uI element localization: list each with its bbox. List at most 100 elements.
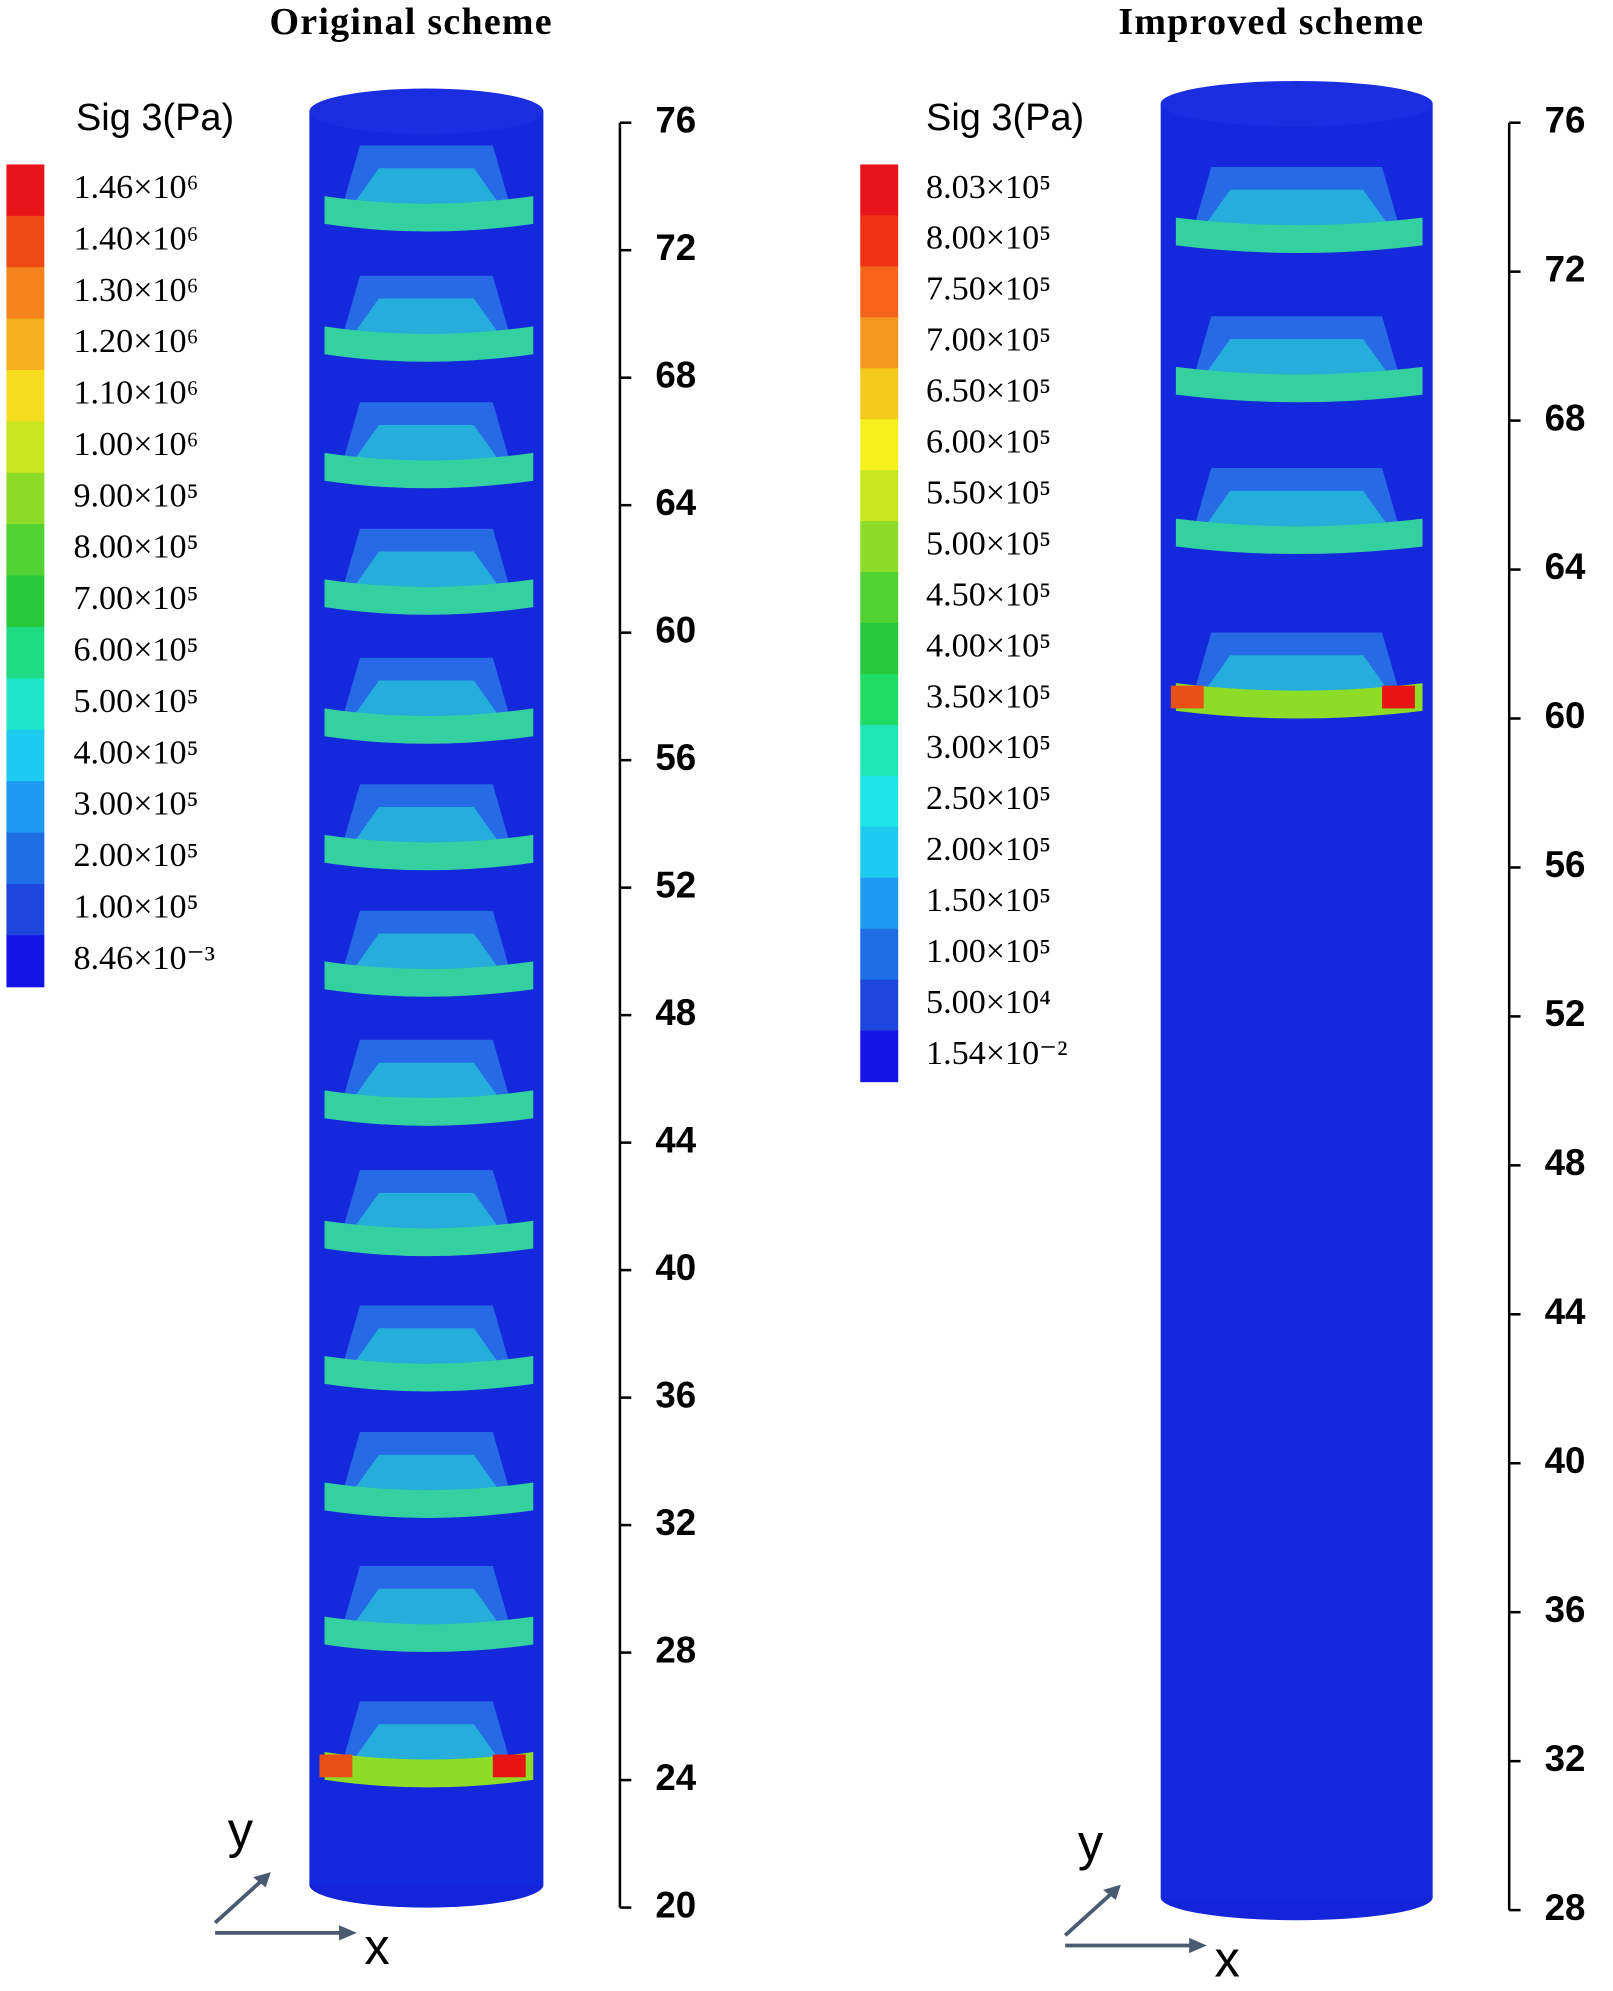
stress-core [1204, 339, 1389, 375]
stress-core [353, 933, 500, 969]
tick-label: 56 [1545, 844, 1586, 885]
legend-swatch [860, 317, 899, 369]
legend-label: 1.00×10⁶ [73, 426, 198, 463]
stress-band [1175, 518, 1423, 555]
tick-label: 48 [655, 992, 696, 1033]
tick-label: 32 [1545, 1738, 1586, 1779]
stress-band [324, 196, 534, 232]
tick-label: 36 [1545, 1589, 1586, 1630]
legend-label: 1.30×10⁶ [73, 272, 198, 309]
legend-swatch [6, 421, 45, 474]
legend-label: 1.20×10⁶ [73, 323, 198, 360]
legend-swatch [6, 215, 45, 268]
legend-label: 3.00×10⁵ [926, 729, 1051, 766]
axis-y-glyph: y [1078, 1814, 1104, 1871]
stress-band [324, 1090, 534, 1126]
legend-swatch [6, 935, 45, 988]
legend-label: 3.00×10⁵ [73, 786, 198, 823]
legend-label: 1.50×10⁵ [926, 882, 1051, 919]
legend-label: 3.50×10⁵ [926, 678, 1051, 715]
stress-core [353, 680, 500, 716]
stress-band [324, 326, 534, 362]
tick-label: 64 [655, 482, 696, 523]
tick-label: 44 [1545, 1291, 1586, 1332]
legend-label: 1.40×10⁶ [73, 220, 198, 257]
tick-label: 20 [655, 1884, 696, 1925]
tick-label: 68 [1545, 397, 1586, 438]
legend-swatch [860, 470, 899, 522]
arrow-head [1103, 1884, 1207, 1954]
tick-label: 64 [1545, 546, 1586, 587]
stress-core [353, 168, 500, 204]
stress-core [1204, 655, 1389, 691]
tick-label: 72 [1545, 248, 1586, 289]
stress-band [324, 1616, 534, 1653]
tick-label: 72 [655, 227, 696, 268]
legend-swatch [860, 775, 899, 828]
hot-spot [1382, 685, 1415, 709]
axis-x-glyph: x [364, 1918, 389, 1975]
tick-label: 76 [1545, 99, 1586, 140]
legend-label: 8.00×10⁵ [73, 529, 198, 566]
tick-label: 40 [1545, 1440, 1586, 1481]
legend-label: 7.50×10⁵ [926, 271, 1051, 308]
stress-band [324, 834, 534, 871]
hot-spot [492, 1754, 526, 1778]
legend-label: 6.00×10⁵ [73, 631, 198, 668]
hot-spot [319, 1754, 353, 1778]
legend-label: 1.00×10⁵ [73, 888, 198, 925]
legend-label: 7.00×10⁵ [926, 322, 1051, 359]
legend-swatch [6, 575, 45, 628]
legend-label: 4.50×10⁵ [926, 576, 1051, 613]
stress-band [1175, 366, 1423, 403]
stress-band [324, 1356, 534, 1392]
legend-label: 8.03×10⁵ [926, 169, 1051, 206]
tick-label: 32 [655, 1502, 696, 1543]
stress-band [1175, 683, 1423, 719]
legend-swatch [860, 521, 899, 573]
tick-label: 76 [655, 99, 696, 140]
legend-swatch [860, 368, 899, 420]
legend-label: 2.00×10⁵ [73, 837, 198, 874]
stress-core [353, 807, 500, 843]
tick-label: 68 [655, 354, 696, 395]
hot-spot [1170, 685, 1204, 709]
legend-swatch [6, 678, 45, 731]
legend-swatch [6, 164, 45, 217]
legend-label: 6.50×10⁵ [926, 373, 1051, 410]
legend-swatch [860, 673, 899, 726]
stress-band [324, 452, 534, 489]
legend-swatch [860, 622, 899, 675]
tick-label: 24 [655, 1757, 696, 1798]
legend-swatch [860, 724, 899, 777]
stress-band [324, 708, 534, 744]
tick-label: 56 [655, 737, 696, 778]
legend-swatch [6, 832, 45, 885]
stress-core [353, 298, 500, 334]
stress-core [353, 551, 500, 587]
stress-band [324, 579, 534, 615]
stress-core [1204, 490, 1389, 527]
orient-arrows [213, 1873, 352, 1935]
legend-swatch [860, 877, 899, 930]
legend-swatch [6, 626, 45, 679]
legend-swatch [6, 267, 45, 320]
legend-swatch [860, 979, 899, 1032]
legend-label: 1.10×10⁶ [73, 375, 198, 412]
tick-label: 60 [1545, 695, 1586, 736]
stress-core [353, 1454, 500, 1491]
orient-arrows [1063, 1885, 1202, 1948]
legend-swatch [860, 826, 899, 879]
arrow-head [253, 1872, 357, 1941]
tick-label: 48 [1545, 1142, 1586, 1183]
tick-label: 40 [655, 1247, 696, 1288]
legend-label: 5.00×10⁵ [926, 525, 1051, 562]
legend-swatch [6, 524, 45, 577]
legend-label: 1.54×10⁻² [926, 1035, 1067, 1072]
tick-label: 44 [655, 1119, 696, 1160]
panel-title: Improved scheme [1118, 1, 1424, 43]
stress-core [353, 1192, 500, 1229]
legend-swatch [860, 419, 899, 471]
legend-swatch [6, 370, 45, 423]
tick-label: 52 [1545, 993, 1586, 1034]
